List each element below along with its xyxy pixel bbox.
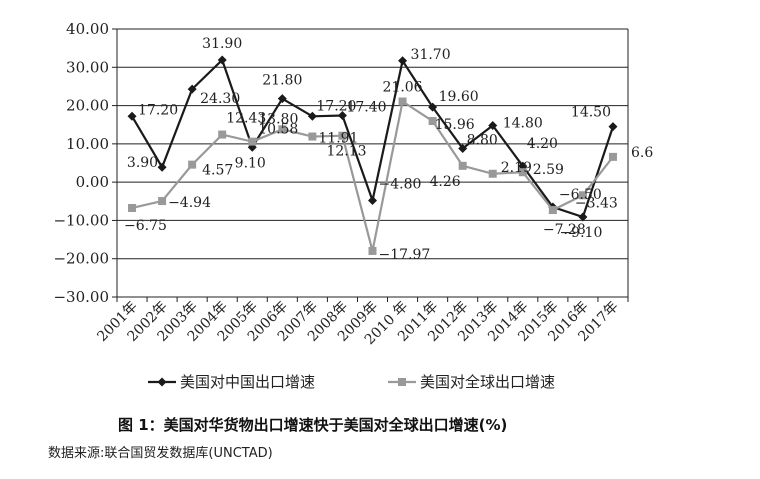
data-point-marker [398,56,408,66]
data-point-marker [248,137,257,146]
data-label: 6.6 [631,145,653,161]
data-point-marker [458,161,467,170]
data-point-marker [428,117,437,126]
data-label: 13.80 [258,111,298,127]
data-point-marker [157,162,167,172]
data-point-marker [278,125,287,134]
data-label: 17.40 [346,100,386,116]
data-label: 3.90 [127,155,158,171]
data-label: 8.80 [467,132,498,148]
data-label: 14.50 [571,105,611,121]
legend-label: 美国对全球出口增速 [420,373,555,391]
data-point-marker [187,84,197,94]
data-label: −9.10 [559,225,602,241]
legend: 美国对中国出口增速 美国对全球出口增速 [148,373,555,391]
data-point-marker [217,55,227,65]
line-chart: −30.00 −20.00 −10.00 0.00 10.00 20.00 30.00 40.… [53,20,653,391]
data-label: −17.97 [379,247,431,263]
axes [112,28,629,302]
data-label: 17.20 [316,98,356,114]
data-label: −6.75 [124,218,167,234]
data-point-marker [488,169,497,178]
data-label: 2.19 [501,160,532,176]
data-label: 11.91 [318,131,358,147]
data-labels: 17.203.9024.3031.909.1021.8017.2017.40−4… [124,36,653,263]
y-tick-label: 0.00 [76,173,109,191]
data-point-marker [337,111,347,121]
data-label: −6.50 [559,187,602,203]
data-point-marker [338,131,347,140]
legend-marker [157,377,167,387]
data-label: −3.43 [575,195,618,211]
data-label: 31.70 [411,47,451,63]
data-source: 数据来源:联合国贸发数据库(UNCTAD) [48,446,273,461]
data-point-marker [518,168,527,177]
y-tick-label: 40.00 [66,20,109,38]
data-point-marker [158,197,167,206]
data-label: 4.26 [430,174,461,190]
data-label: −4.80 [379,177,422,193]
data-label: 21.06 [383,80,423,96]
y-tick-label: −20.00 [53,250,109,268]
grid-lines [117,28,628,298]
data-point-marker [548,206,557,215]
data-point-marker [608,152,617,161]
x-axis-ticks: 2001年2002年2003年2004年2005年2006年2007年2008年… [94,299,621,349]
y-axis-ticks: −30.00 −20.00 −10.00 0.00 10.00 20.00 30.00 40.… [53,20,109,306]
data-label: 9.10 [235,155,266,171]
data-point-marker [277,94,287,104]
series [127,55,618,255]
y-tick-label: 10.00 [66,135,109,153]
legend-marker [398,378,406,386]
data-label: 4.57 [202,163,233,179]
data-point-marker [307,111,317,121]
data-point-marker [188,160,197,169]
y-tick-label: 20.00 [66,97,109,115]
data-point-marker [128,203,137,212]
y-tick-label: 30.00 [66,58,109,76]
data-label: 17.20 [138,102,178,118]
data-point-marker [608,122,618,132]
data-label: −4.94 [168,195,211,211]
data-label: 15.96 [435,117,475,133]
data-point-marker [218,130,227,139]
data-label: 10.58 [258,122,298,138]
figure-caption: 图 1：美国对华货物出口增速快于美国对全球出口增速(%) [118,416,508,434]
data-point-marker [398,97,407,106]
data-label: 2.59 [533,162,564,178]
data-point-marker [578,191,587,200]
data-label: 21.80 [262,73,302,89]
data-point-marker [368,246,377,255]
data-point-marker [578,212,588,222]
data-label: 14.80 [503,115,543,131]
data-label: 4.20 [527,136,558,152]
data-point-marker [488,120,498,130]
data-label: 19.60 [439,89,479,105]
data-label: −7.28 [543,222,586,238]
data-label: 24.30 [200,91,240,107]
y-tick-label: −30.00 [53,288,109,306]
data-point-marker [127,111,137,121]
data-point-marker [368,196,377,206]
data-point-marker [308,132,317,141]
data-point-marker [428,102,438,112]
data-label: 12.13 [326,144,366,160]
y-tick-label: −10.00 [53,211,109,229]
data-label: 12.43 [226,111,266,127]
data-label: 31.90 [202,36,242,52]
legend-label: 美国对中国出口增速 [180,373,315,391]
data-point-marker [458,143,468,153]
